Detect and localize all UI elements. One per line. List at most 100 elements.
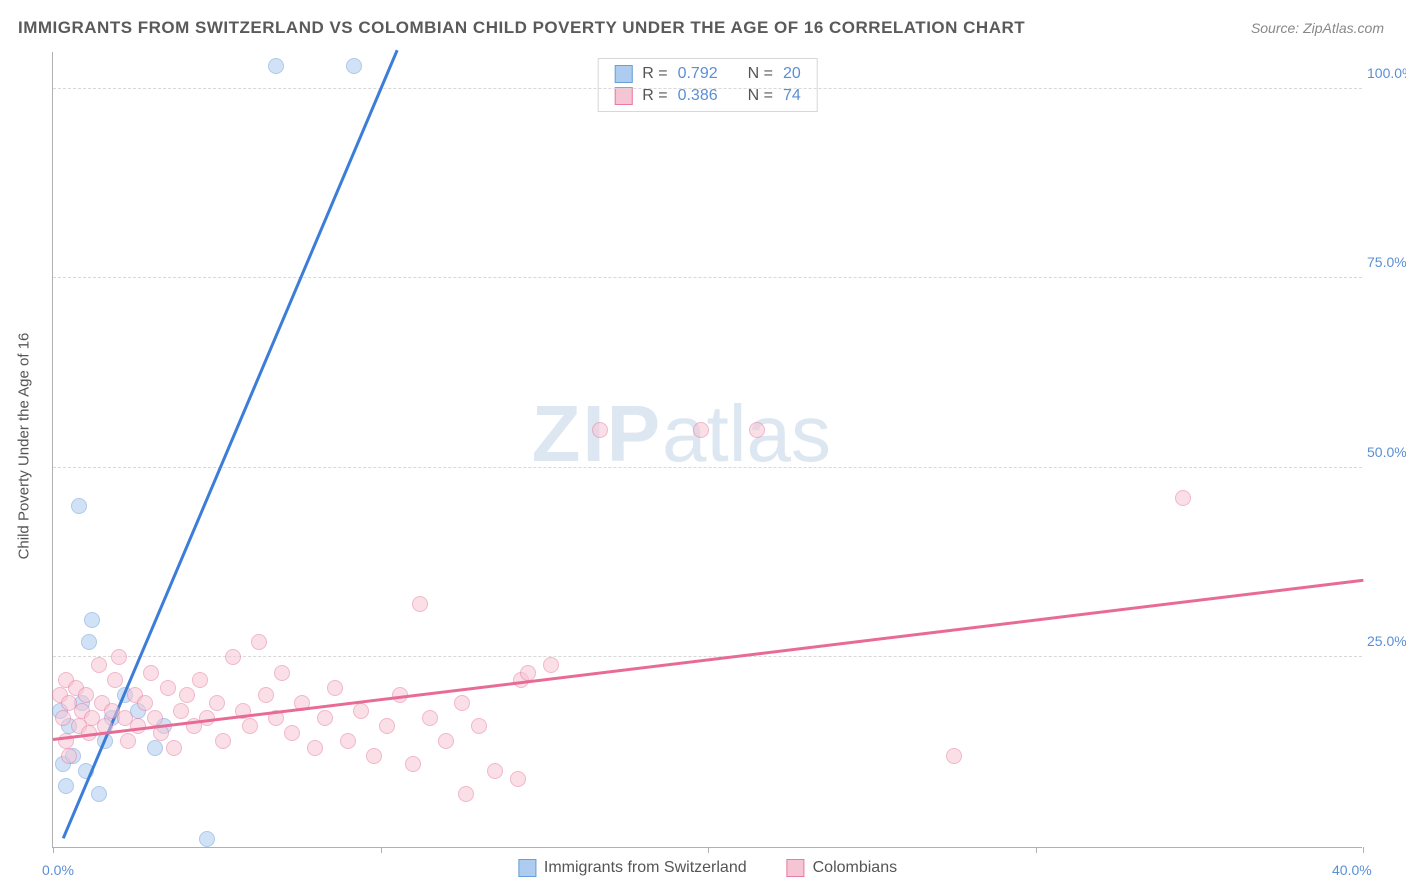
x-tick [708, 847, 709, 853]
x-tick [53, 847, 54, 853]
data-point [137, 695, 153, 711]
data-point [346, 58, 362, 74]
n-label: N = [748, 87, 773, 105]
n-value: 74 [783, 87, 801, 105]
data-point [179, 687, 195, 703]
legend-item: Immigrants from Switzerland [518, 859, 747, 877]
data-point [438, 733, 454, 749]
data-point [120, 733, 136, 749]
data-point [543, 657, 559, 673]
y-tick-label: 75.0% [1367, 254, 1406, 270]
data-point [749, 422, 765, 438]
data-point [379, 718, 395, 734]
data-point [422, 710, 438, 726]
data-point [84, 612, 100, 628]
y-axis-title: Child Poverty Under the Age of 16 [16, 333, 33, 560]
data-point [307, 740, 323, 756]
data-point [147, 710, 163, 726]
data-point [173, 703, 189, 719]
data-point [78, 687, 94, 703]
data-point [143, 665, 159, 681]
chart-title: IMMIGRANTS FROM SWITZERLAND VS COLOMBIAN… [18, 18, 1025, 38]
data-point [693, 422, 709, 438]
series-legend: Immigrants from Switzerland Colombians [518, 859, 897, 877]
data-point [284, 725, 300, 741]
data-point [147, 740, 163, 756]
source-attribution: Source: ZipAtlas.com [1251, 20, 1384, 36]
data-point [471, 718, 487, 734]
data-point [405, 756, 421, 772]
data-point [1175, 490, 1191, 506]
plot-area: ZIPatlas R =0.792N =20R =0.386N =74 Immi… [52, 52, 1362, 848]
data-point [111, 649, 127, 665]
stats-legend-row: R = 0.792 N = 20 [614, 63, 801, 85]
y-tick-label: 100.0% [1367, 65, 1406, 81]
data-point [91, 657, 107, 673]
data-point [192, 672, 208, 688]
watermark: ZIPatlas [532, 388, 831, 480]
data-point [130, 718, 146, 734]
data-point [510, 771, 526, 787]
r-label: R = [642, 65, 667, 83]
gridline [53, 467, 1362, 468]
r-value: 0.386 [678, 87, 718, 105]
data-point [107, 672, 123, 688]
legend-swatch [787, 859, 805, 877]
data-point [454, 695, 470, 711]
legend-label: Colombians [813, 859, 897, 877]
data-point [91, 786, 107, 802]
trend-line [62, 49, 398, 838]
legend-swatch [614, 87, 632, 105]
gridline [53, 88, 1362, 89]
data-point [58, 778, 74, 794]
trend-line [53, 579, 1363, 741]
y-tick-label: 25.0% [1367, 633, 1406, 649]
data-point [61, 748, 77, 764]
data-point [71, 498, 87, 514]
gridline [53, 277, 1362, 278]
x-tick-min: 0.0% [42, 862, 74, 878]
data-point [353, 703, 369, 719]
data-point [592, 422, 608, 438]
data-point [215, 733, 231, 749]
data-point [366, 748, 382, 764]
data-point [225, 649, 241, 665]
x-tick-max: 40.0% [1332, 862, 1372, 878]
r-value: 0.792 [678, 65, 718, 83]
data-point [209, 695, 225, 711]
x-tick [1363, 847, 1364, 853]
legend-swatch [614, 65, 632, 83]
r-label: R = [642, 87, 667, 105]
data-point [412, 596, 428, 612]
data-point [251, 634, 267, 650]
data-point [520, 665, 536, 681]
data-point [340, 733, 356, 749]
data-point [327, 680, 343, 696]
stats-legend: R = 0.792 N = 20 R = 0.386 N = 74 [597, 58, 818, 112]
legend-swatch [518, 859, 536, 877]
gridline [53, 656, 1362, 657]
n-value: 20 [783, 65, 801, 83]
data-point [458, 786, 474, 802]
data-point [55, 710, 71, 726]
data-point [487, 763, 503, 779]
data-point [199, 831, 215, 847]
n-label: N = [748, 65, 773, 83]
y-tick-label: 50.0% [1367, 444, 1406, 460]
data-point [946, 748, 962, 764]
data-point [160, 680, 176, 696]
data-point [317, 710, 333, 726]
x-tick [381, 847, 382, 853]
data-point [268, 58, 284, 74]
source-name: ZipAtlas.com [1303, 20, 1384, 36]
data-point [166, 740, 182, 756]
source-label: Source: [1251, 20, 1299, 36]
data-point [81, 634, 97, 650]
legend-item: Colombians [787, 859, 897, 877]
x-tick [1036, 847, 1037, 853]
watermark-light: atlas [662, 389, 831, 478]
data-point [274, 665, 290, 681]
data-point [258, 687, 274, 703]
legend-label: Immigrants from Switzerland [544, 859, 747, 877]
data-point [242, 718, 258, 734]
